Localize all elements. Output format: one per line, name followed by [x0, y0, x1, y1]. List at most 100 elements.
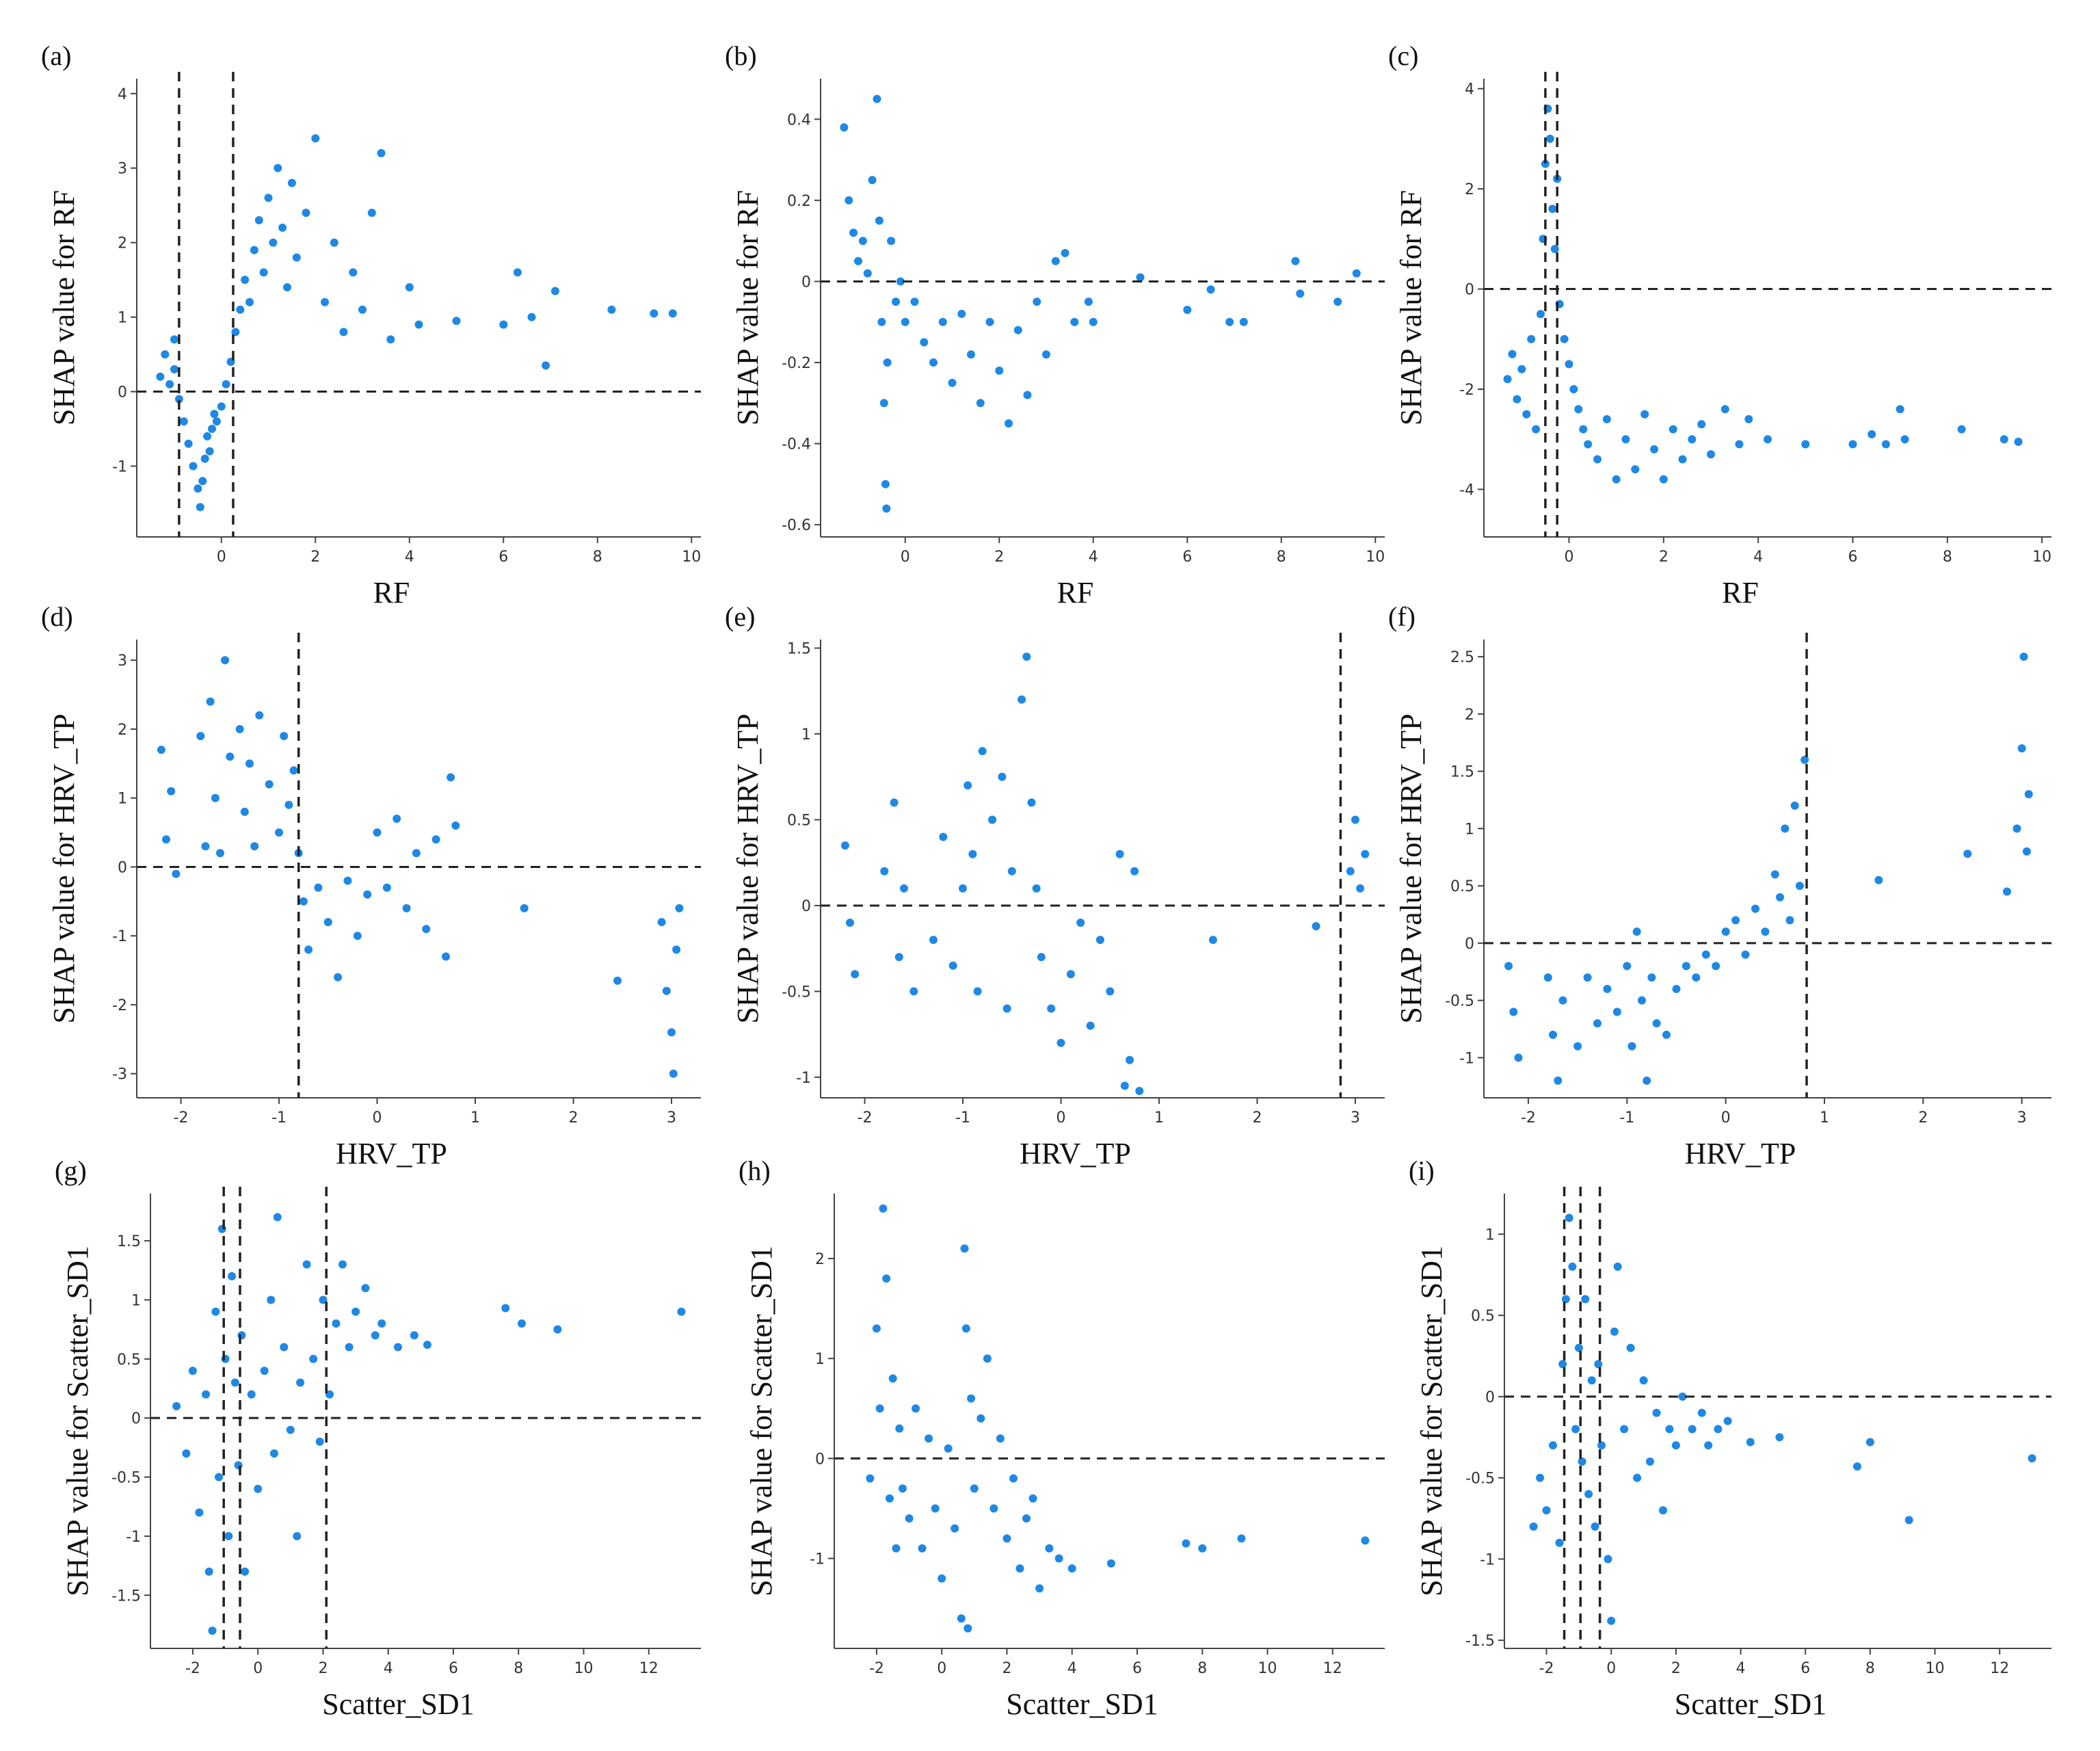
- data-point: [254, 216, 263, 224]
- x-tick-label: 0: [1606, 1660, 1616, 1677]
- data-point: [892, 298, 900, 306]
- data-point: [951, 1524, 959, 1533]
- data-point: [1033, 298, 1041, 306]
- x-tick-label: 4: [1736, 1660, 1746, 1677]
- data-point: [905, 1514, 914, 1523]
- data-point: [613, 976, 622, 985]
- data-point: [1045, 1544, 1054, 1553]
- x-axis-title: HRV_TP: [1685, 1137, 1796, 1170]
- data-point: [1051, 256, 1060, 265]
- y-tick-label: 0: [131, 1410, 141, 1427]
- data-point: [382, 883, 391, 892]
- y-tick-label: 0.2: [787, 193, 811, 210]
- y-tick-label: -4: [1459, 482, 1474, 499]
- data-point: [1659, 475, 1668, 484]
- data-point: [1555, 1538, 1564, 1547]
- data-point: [377, 1319, 386, 1328]
- x-tick-label: 2: [318, 1660, 328, 1677]
- data-point: [882, 504, 891, 513]
- data-point: [961, 1324, 970, 1333]
- data-point: [1106, 1559, 1115, 1568]
- data-point: [1652, 1408, 1661, 1417]
- data-point: [280, 732, 289, 741]
- y-tick-label: -1: [112, 928, 127, 945]
- x-tick-label: 10: [1366, 549, 1385, 566]
- data-point: [2019, 653, 2028, 661]
- y-tick-label: 2: [118, 235, 127, 252]
- data-point: [299, 897, 308, 906]
- data-point: [325, 1390, 334, 1399]
- data-point: [1573, 1042, 1582, 1051]
- data-point: [1785, 916, 1794, 925]
- data-point: [501, 1304, 510, 1313]
- x-axis-title: RF: [1722, 576, 1759, 609]
- data-point: [217, 1224, 226, 1233]
- y-tick-label: -3: [112, 1066, 127, 1083]
- y-tick-label: -2: [112, 997, 127, 1014]
- panel-label: (e): [725, 601, 755, 632]
- data-point: [201, 842, 210, 851]
- y-tick-label: -1: [112, 459, 127, 476]
- data-point: [920, 338, 929, 347]
- data-point: [386, 335, 395, 344]
- data-point: [245, 298, 254, 306]
- y-tick-label: 1.5: [1450, 764, 1474, 781]
- data-point: [1620, 1425, 1629, 1434]
- data-point: [1056, 1038, 1065, 1047]
- data-point: [231, 328, 240, 337]
- data-point: [895, 1424, 904, 1433]
- data-point: [289, 766, 298, 775]
- data-point: [1775, 1433, 1784, 1442]
- data-point: [1646, 1457, 1654, 1466]
- data-point: [985, 317, 994, 326]
- data-point: [1610, 1327, 1619, 1336]
- data-point: [393, 815, 401, 823]
- y-tick-label: 0: [118, 859, 127, 876]
- data-point: [1692, 973, 1701, 982]
- data-point: [520, 904, 529, 912]
- data-point: [1904, 1516, 1913, 1525]
- panel-label: (a): [41, 40, 71, 71]
- y-tick-label: 1.5: [787, 641, 811, 658]
- data-point: [250, 842, 259, 851]
- data-point: [361, 1284, 370, 1293]
- data-point: [402, 904, 411, 912]
- data-point: [1672, 984, 1681, 993]
- y-tick-label: 1: [801, 726, 811, 743]
- data-point: [345, 1343, 354, 1352]
- data-point: [1688, 1425, 1697, 1434]
- data-point: [963, 1624, 972, 1633]
- data-point: [1225, 317, 1234, 326]
- data-point: [1032, 884, 1041, 893]
- data-point: [1002, 1534, 1011, 1543]
- data-point: [892, 1544, 901, 1553]
- data-point: [1735, 440, 1744, 449]
- data-point: [1744, 414, 1753, 423]
- y-tick-label: -0.5: [782, 984, 811, 1001]
- data-point: [1296, 289, 1305, 298]
- data-point: [1723, 1417, 1732, 1425]
- data-point: [236, 305, 245, 314]
- data-point: [1239, 317, 1248, 326]
- data-point: [1640, 410, 1649, 419]
- panel-label: (i): [1409, 1155, 1435, 1186]
- y-tick-label: 0: [1465, 282, 1474, 299]
- y-axis-title: SHAP value for Scatter_SD1: [745, 1246, 778, 1596]
- y-axis-title: SHAP value for RF: [1394, 190, 1428, 425]
- data-point: [1731, 916, 1740, 925]
- data-point: [553, 1325, 562, 1334]
- x-axis-title: HRV_TP: [336, 1137, 447, 1170]
- data-point: [1623, 962, 1632, 971]
- y-tick-label: 4: [118, 86, 127, 103]
- data-point: [499, 320, 508, 329]
- data-point: [349, 268, 358, 277]
- data-point: [280, 1343, 289, 1352]
- data-point: [296, 1378, 305, 1387]
- x-tick-label: 2: [310, 549, 320, 566]
- data-point: [250, 246, 258, 254]
- y-tick-label: 0: [118, 384, 127, 401]
- data-point: [321, 298, 329, 306]
- data-point: [1035, 1584, 1044, 1593]
- data-point: [195, 1508, 204, 1517]
- data-point: [284, 800, 293, 809]
